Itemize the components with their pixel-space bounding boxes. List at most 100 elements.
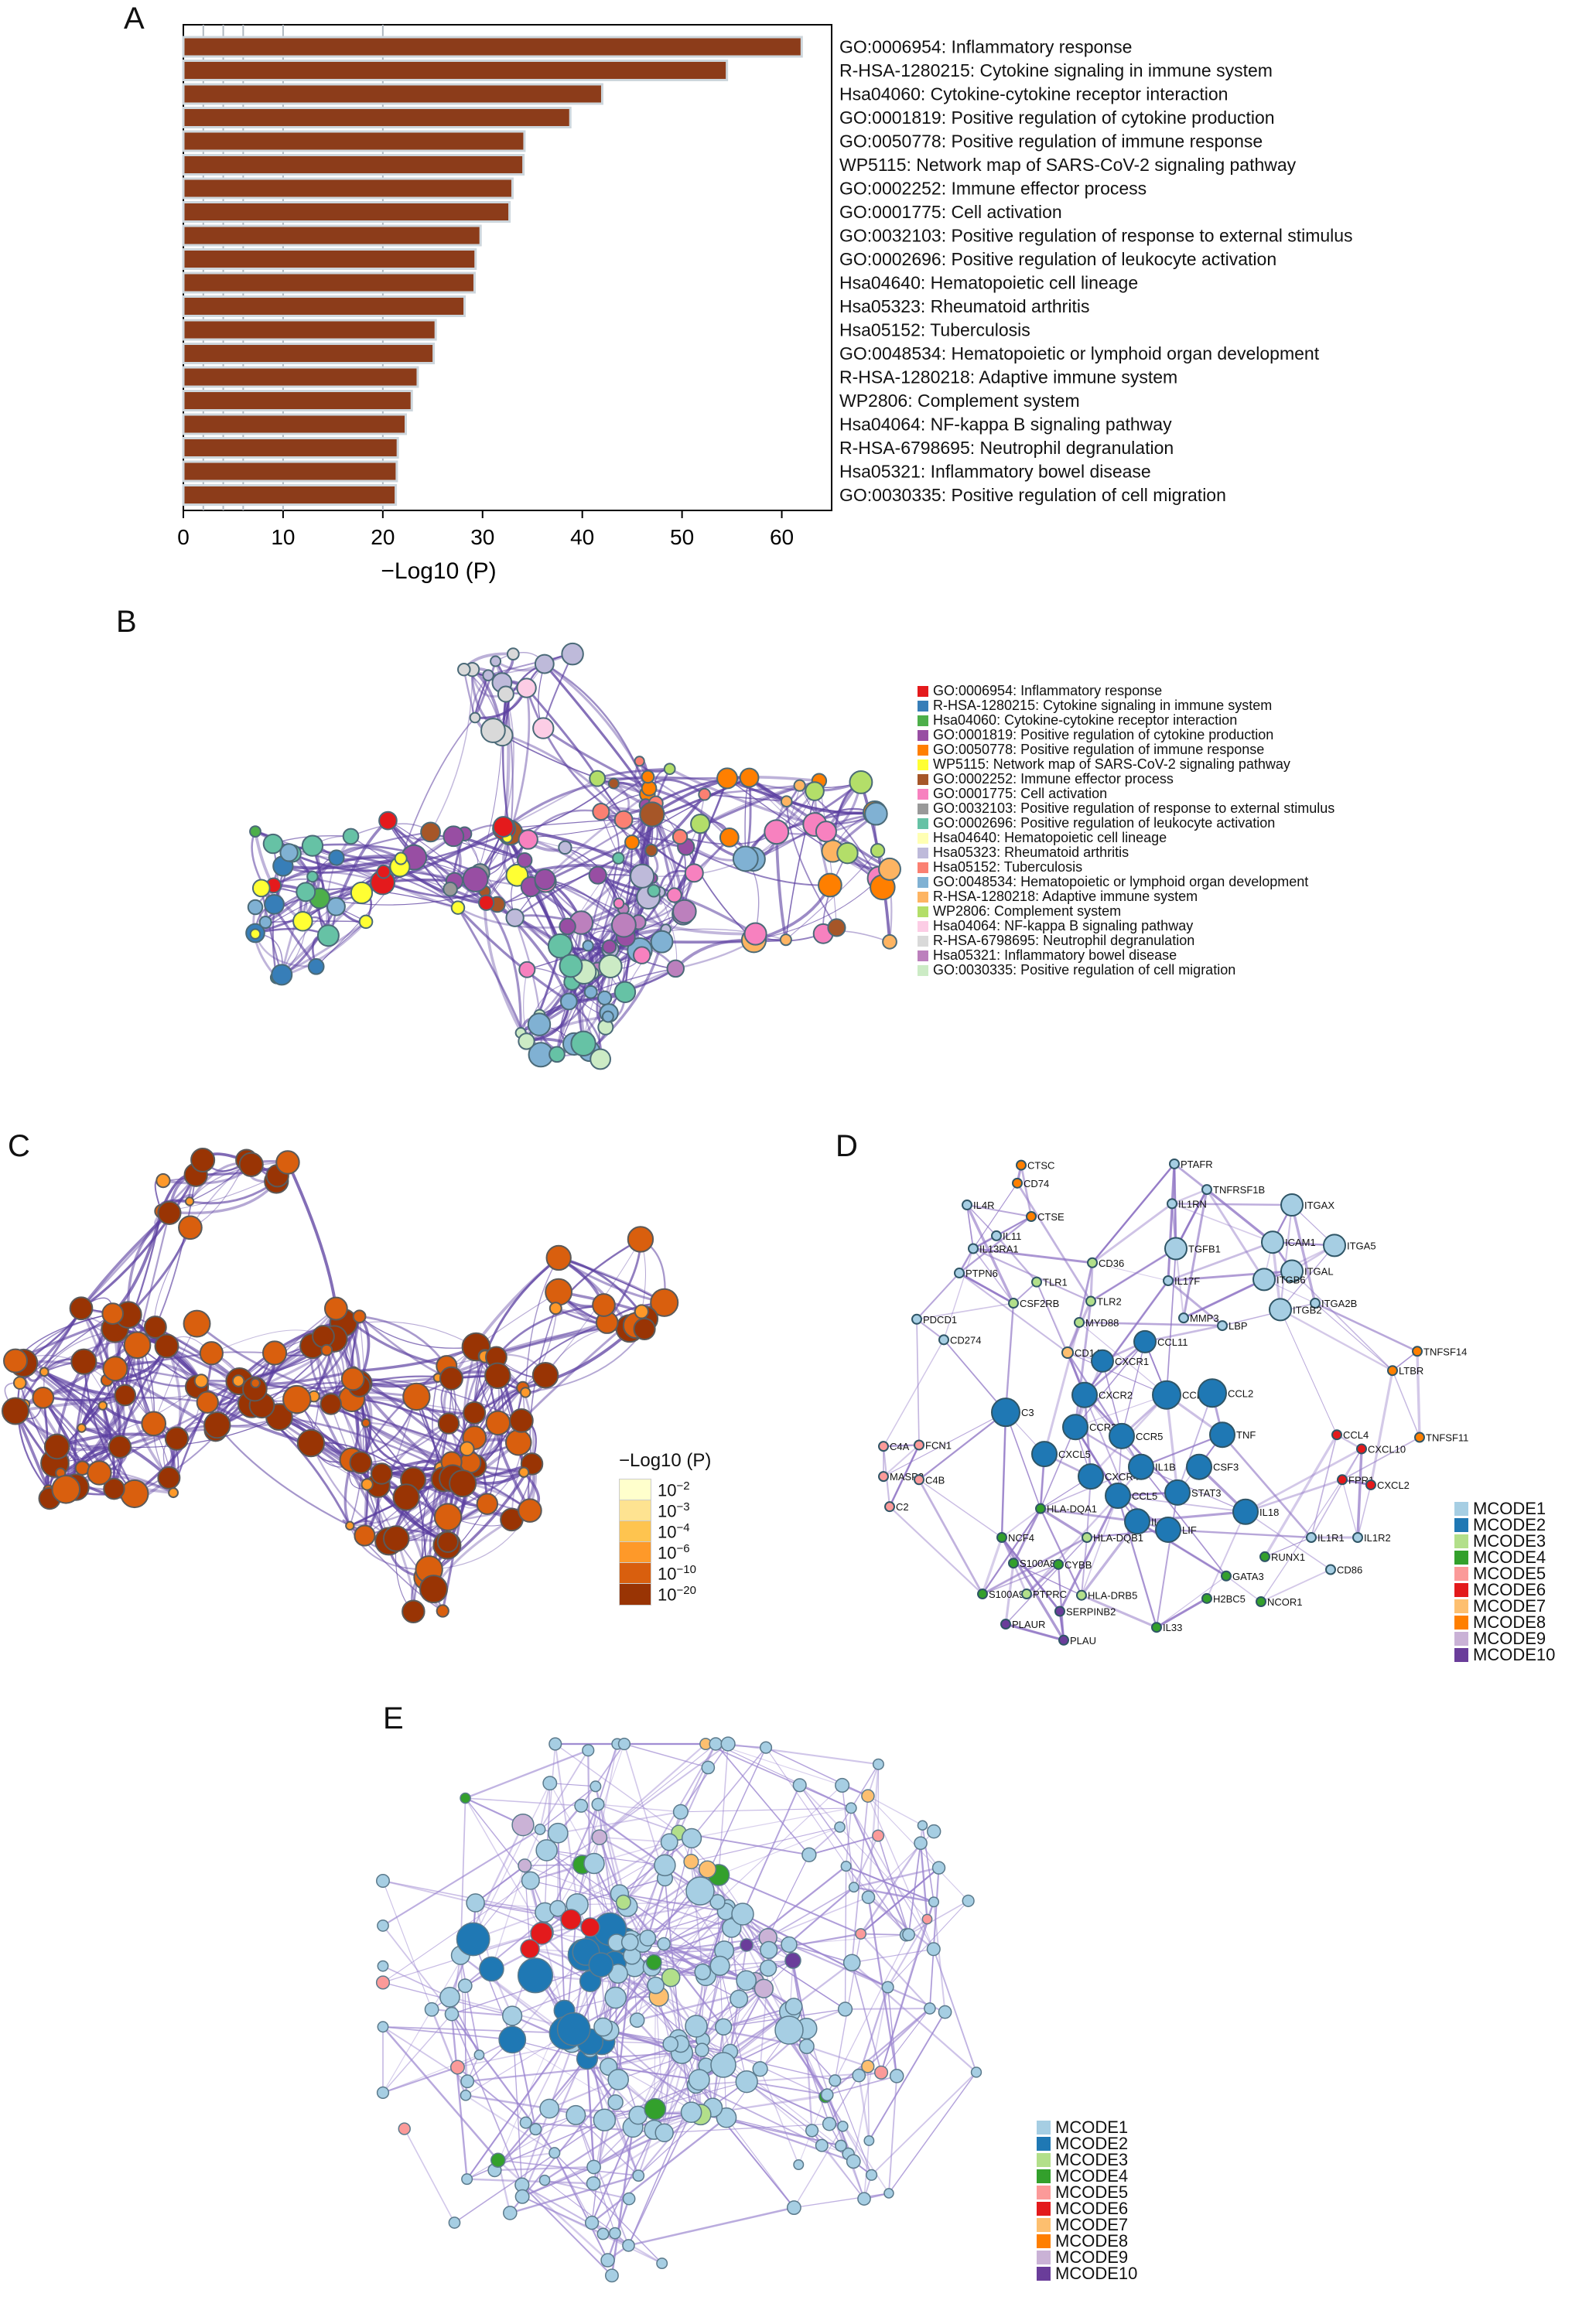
legend-label: R-HSA-1280215: Cytokine signaling in imm… bbox=[933, 698, 1273, 713]
network-node bbox=[323, 1296, 348, 1321]
bar-category-label: Hsa04064: NF-kappa B signaling pathway bbox=[839, 415, 1172, 435]
panel-label-c: C bbox=[8, 1129, 30, 1163]
network-edge bbox=[525, 1258, 559, 1393]
network-edge bbox=[1156, 1492, 1178, 1628]
network-node bbox=[604, 1986, 627, 2009]
network-node bbox=[143, 1316, 167, 1339]
network-edge bbox=[850, 1807, 935, 1950]
colorbar-label: 10−3 bbox=[658, 1500, 690, 1521]
network-node bbox=[779, 933, 792, 947]
network-edge bbox=[887, 1987, 897, 2077]
network-node bbox=[518, 961, 536, 978]
network-edge bbox=[473, 1783, 551, 1940]
network-edge bbox=[597, 1804, 679, 1834]
network-node bbox=[1280, 1259, 1304, 1283]
network-node bbox=[473, 2049, 485, 2060]
bar-category-label: R-HSA-1280215: Cytokine signaling in imm… bbox=[839, 60, 1273, 80]
mcode-swatch bbox=[1037, 2234, 1051, 2248]
network-edge bbox=[959, 1271, 1014, 1305]
network-node bbox=[469, 712, 481, 724]
mcode-label: MCODE6 bbox=[1055, 2198, 1129, 2218]
network-edge bbox=[464, 1797, 544, 1933]
network-node bbox=[1035, 1503, 1046, 1514]
network-edge bbox=[554, 2152, 663, 2264]
colorbar-title: −Log10 (P) bbox=[619, 1450, 712, 1471]
network-node bbox=[203, 1411, 231, 1439]
network-node bbox=[878, 1441, 889, 1452]
network-node bbox=[1026, 1211, 1037, 1222]
node-label: CCR5 bbox=[1136, 1431, 1163, 1442]
network-node bbox=[743, 922, 767, 946]
bar bbox=[182, 224, 482, 247]
network-node bbox=[70, 1348, 97, 1375]
node-label: TNFSF14 bbox=[1423, 1346, 1467, 1357]
node-label: CD274 bbox=[950, 1334, 981, 1346]
network-edge bbox=[1166, 1248, 1177, 1395]
network-node bbox=[247, 899, 264, 916]
network-node bbox=[834, 1821, 846, 1833]
network-node bbox=[954, 1268, 965, 1279]
mcode-swatch bbox=[1454, 1550, 1468, 1565]
network-node bbox=[1169, 1158, 1180, 1169]
node-label: TLR1 bbox=[1043, 1277, 1068, 1288]
mcode-swatch bbox=[1454, 1517, 1468, 1532]
network-node bbox=[1201, 1592, 1212, 1604]
network-edge bbox=[622, 907, 756, 936]
network-edge bbox=[627, 2111, 692, 2246]
panel-label-d: D bbox=[836, 1129, 858, 1163]
node-label: IL18 bbox=[1259, 1507, 1279, 1518]
mcode-label: MCODE3 bbox=[1055, 2149, 1129, 2169]
network-node bbox=[545, 1278, 573, 1306]
network-node bbox=[518, 829, 538, 850]
network-node bbox=[157, 1466, 181, 1490]
network-node bbox=[1074, 1316, 1085, 1328]
term-legend: GO:0006954: Inflammatory response R-HSA-1… bbox=[918, 683, 1334, 978]
mcode-legend-entry: MCODE1 bbox=[1454, 1499, 1555, 1518]
network-node bbox=[1071, 1381, 1098, 1408]
mcode-swatch bbox=[1037, 2250, 1051, 2264]
network-node bbox=[784, 1952, 801, 1969]
legend-swatch bbox=[918, 891, 928, 903]
network-node bbox=[639, 801, 665, 828]
network-edge bbox=[851, 1796, 869, 1963]
network-edge bbox=[599, 1743, 729, 1838]
mcode-legend-entry: MCODE7 bbox=[1037, 2215, 1137, 2234]
colorbar-swatch bbox=[619, 1583, 651, 1606]
network-edge bbox=[880, 2008, 931, 2073]
network-node bbox=[449, 2060, 465, 2075]
network-edge bbox=[1039, 1508, 1083, 1596]
network-edge bbox=[382, 2025, 499, 2162]
network-node bbox=[591, 1829, 608, 1845]
node-label: CYBB bbox=[1065, 1559, 1092, 1571]
x-tick-label: 20 bbox=[371, 525, 395, 549]
network-node bbox=[632, 2169, 645, 2182]
network-edge bbox=[456, 2066, 527, 2124]
network-node bbox=[478, 894, 495, 911]
mcode-label: MCODE5 bbox=[1055, 2182, 1129, 2202]
network-node bbox=[914, 1439, 924, 1451]
legend-entry: GO:0032103: Positive regulation of respo… bbox=[918, 800, 1334, 816]
network-node bbox=[377, 1960, 389, 1972]
network-edge bbox=[908, 1900, 969, 1936]
network-node bbox=[820, 2088, 834, 2101]
node-label: HLA-DQA1 bbox=[1047, 1503, 1097, 1515]
network-node bbox=[1209, 1421, 1235, 1449]
network-edge bbox=[932, 1948, 977, 2073]
node-label: IL1R1 bbox=[1317, 1532, 1345, 1544]
network-node bbox=[282, 1384, 312, 1415]
node-label: ITGB6 bbox=[1276, 1274, 1306, 1285]
network-node bbox=[518, 1032, 535, 1050]
network-edge bbox=[826, 2008, 931, 2096]
network-edge bbox=[1205, 1189, 1266, 1281]
network-node bbox=[251, 879, 271, 898]
node-label: IL1B bbox=[1155, 1462, 1176, 1473]
node-label: ITGAL bbox=[1304, 1266, 1334, 1278]
mcode-legend-entry: MCODE2 bbox=[1454, 1515, 1555, 1534]
network-node bbox=[861, 2060, 875, 2073]
network-node bbox=[1352, 1532, 1363, 1543]
network-node bbox=[437, 1412, 460, 1435]
network-node bbox=[1365, 1479, 1376, 1490]
network-edge bbox=[1165, 1394, 1179, 1493]
colorbar-swatch bbox=[619, 1479, 651, 1501]
network-node bbox=[519, 2116, 532, 2129]
